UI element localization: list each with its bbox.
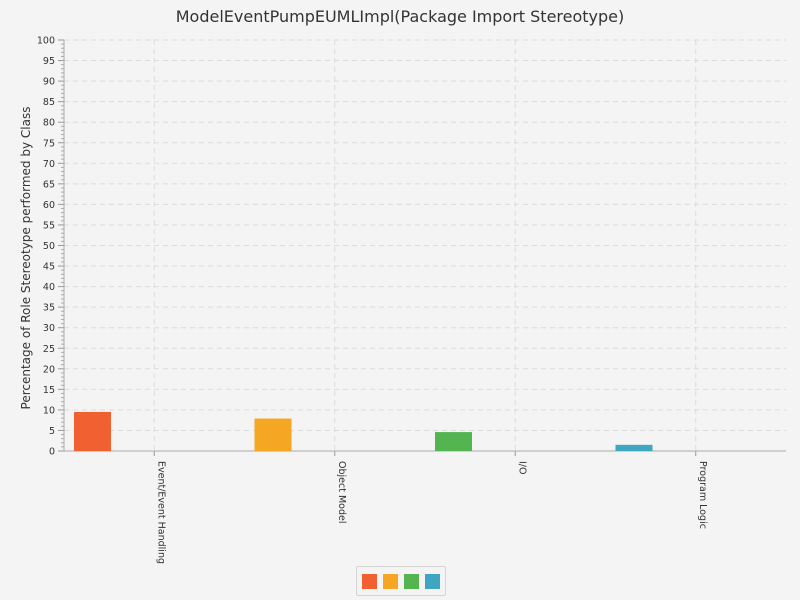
bar: [615, 444, 653, 451]
y-tick-label: 80: [43, 118, 55, 129]
y-tick-label: 50: [43, 241, 55, 252]
y-tick-label: 60: [43, 200, 55, 211]
y-tick-label: 90: [43, 77, 55, 88]
y-tick-label: 25: [43, 344, 55, 355]
y-tick-label: 55: [43, 220, 55, 231]
y-tick-label: 70: [43, 159, 55, 170]
legend: [356, 566, 446, 596]
x-tick-label: Event/Event Handling: [155, 461, 166, 564]
bar: [435, 432, 472, 451]
bar: [254, 418, 292, 451]
x-tick-label: I/O: [516, 461, 527, 474]
y-tick-label: 30: [43, 323, 55, 334]
axis-labels: 0 5 10 15 20 25 30 35 40 45 50 55 60 65 70 75 80 85 90 95 10…: [37, 36, 708, 565]
x-tick-label: Object Model: [336, 461, 347, 523]
y-tick-label: 20: [43, 364, 55, 375]
y-tick-label: 15: [43, 385, 55, 396]
y-tick-label: 85: [43, 97, 55, 108]
legend-swatch: [362, 573, 377, 589]
y-axis-title: Percentage of Role Stereotype performed …: [19, 107, 33, 410]
y-tick-label: 45: [43, 262, 55, 273]
y-tick-label: 40: [43, 282, 55, 293]
y-tick-label: 10: [43, 405, 55, 416]
axes: [58, 39, 786, 456]
y-tick-label: 100: [37, 36, 55, 47]
y-tick-label: 75: [43, 138, 55, 149]
y-tick-label: 65: [43, 179, 55, 190]
y-tick-label: 5: [49, 426, 55, 437]
x-tick-label: Program Logic: [697, 461, 708, 529]
legend-swatch: [425, 573, 440, 589]
legend-swatch: [383, 573, 398, 589]
grid-lines: [64, 39, 786, 451]
chart-title: ModelEventPumpEUMLImpl(Package Import St…: [175, 7, 625, 26]
y-tick-label: 0: [49, 447, 55, 458]
y-tick-label: 95: [43, 56, 55, 67]
bar: [74, 411, 111, 451]
legend-swatch: [404, 573, 419, 589]
y-tick-label: 35: [43, 303, 55, 314]
bars: [74, 411, 653, 451]
